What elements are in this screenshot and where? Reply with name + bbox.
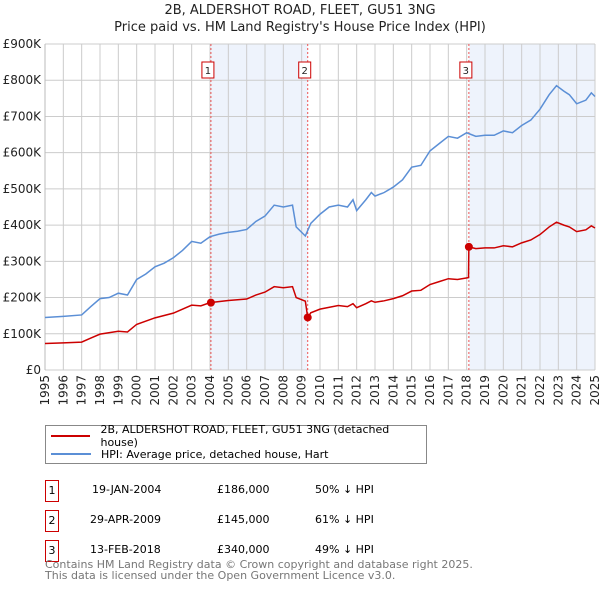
x-tick-label: 2004 bbox=[203, 375, 217, 406]
transaction-number-badge: 1 bbox=[45, 480, 59, 502]
series-line bbox=[44, 84, 596, 319]
x-tick-label: 2015 bbox=[405, 375, 419, 406]
x-tick-label: 2006 bbox=[240, 375, 254, 406]
x-tick-label: 1995 bbox=[38, 375, 52, 406]
transaction-date: 29-APR-2009 bbox=[90, 513, 162, 526]
legend-label-property: 2B, ALDERSHOT ROAD, FLEET, GU51 3NG (det… bbox=[100, 423, 390, 449]
x-tick-label: 2009 bbox=[295, 375, 309, 406]
x-tick-label: 1999 bbox=[111, 375, 125, 406]
x-tick-label: 2001 bbox=[148, 375, 162, 406]
legend-label-hpi: HPI: Average price, detached house, Hart bbox=[101, 447, 329, 461]
y-tick-label: £0 bbox=[26, 363, 41, 377]
footer-licence: This data is licensed under the Open Gov… bbox=[45, 569, 396, 582]
sale-marker-box bbox=[298, 61, 312, 79]
y-tick-label: £700K bbox=[3, 109, 43, 123]
sale-point bbox=[206, 298, 215, 307]
legend-item-hpi: HPI: Average price, detached house, Hart bbox=[51, 447, 328, 461]
transaction-date: 13-FEB-2018 bbox=[90, 543, 161, 556]
x-tick-label: 2020 bbox=[496, 375, 510, 406]
legend: 2B, ALDERSHOT ROAD, FLEET, GU51 3NG (det… bbox=[45, 423, 427, 464]
chart-title: 2B, ALDERSHOT ROAD, FLEET, GU51 3NG bbox=[164, 3, 436, 18]
x-tick-label: 2018 bbox=[460, 375, 474, 406]
transaction-price: £340,000 bbox=[217, 543, 270, 556]
shaded-period bbox=[468, 44, 595, 370]
x-tick-label: 2025 bbox=[588, 375, 600, 406]
x-tick-label: 1998 bbox=[93, 375, 107, 406]
y-tick-label: £300K bbox=[3, 254, 43, 268]
transaction-hpi-diff: 61% ↓ HPI bbox=[315, 513, 374, 526]
transaction-hpi-diff: 49% ↓ HPI bbox=[315, 543, 374, 556]
transaction-number-badge: 2 bbox=[45, 510, 59, 532]
transaction-row: 3 13-FEB-2018 £340,000 49% ↓ HPI bbox=[45, 540, 445, 562]
x-tick-label: 2021 bbox=[515, 375, 529, 406]
y-tick-label: £600K bbox=[3, 146, 43, 160]
x-tick-label: 2014 bbox=[386, 375, 400, 406]
series-line bbox=[44, 221, 596, 345]
x-tick-label: 2012 bbox=[350, 375, 364, 406]
x-tick-label: 2011 bbox=[331, 375, 345, 406]
y-tick-label: £900K bbox=[3, 37, 43, 51]
y-tick-label: £400K bbox=[3, 218, 43, 232]
price-chart: £0 £100K £200K £300K £400K £500K £600K £700K £80… bbox=[3, 37, 600, 406]
sale-marker-box bbox=[201, 61, 215, 79]
x-tick-label: 2007 bbox=[258, 375, 272, 406]
blue-line-swatch bbox=[51, 453, 91, 455]
footer-copyright: Contains HM Land Registry data © Crown c… bbox=[45, 558, 473, 571]
x-tick-label: 2013 bbox=[368, 375, 382, 406]
sale-marker-label: 1 bbox=[205, 66, 211, 77]
x-tick-label: 2016 bbox=[423, 375, 437, 406]
y-tick-label: £800K bbox=[3, 73, 43, 87]
sale-marker-box bbox=[459, 61, 473, 79]
x-tick-label: 2010 bbox=[313, 375, 327, 406]
x-tick-label: 1997 bbox=[75, 375, 89, 406]
y-tick-label: £200K bbox=[3, 291, 43, 305]
transaction-hpi-diff: 50% ↓ HPI bbox=[315, 483, 374, 496]
x-tick-label: 2002 bbox=[166, 375, 180, 406]
x-tick-label: 2022 bbox=[533, 375, 547, 406]
y-tick-label: £100K bbox=[3, 327, 43, 341]
x-tick-label: 2000 bbox=[130, 375, 144, 406]
sale-marker-label: 3 bbox=[463, 66, 469, 77]
red-line-swatch bbox=[51, 435, 91, 437]
x-tick-label: 2024 bbox=[570, 375, 584, 406]
shaded-period bbox=[210, 44, 308, 370]
sale-point bbox=[464, 242, 473, 251]
sale-point bbox=[303, 313, 312, 322]
chart-subtitle: Price paid vs. HM Land Registry's House … bbox=[114, 20, 486, 35]
x-tick-label: 2003 bbox=[185, 375, 199, 406]
sale-marker-label: 2 bbox=[302, 66, 308, 77]
x-tick-label: 2023 bbox=[551, 375, 565, 406]
x-tick-label: 2019 bbox=[478, 375, 492, 406]
x-tick-label: 2005 bbox=[221, 375, 235, 406]
legend-item-property: 2B, ALDERSHOT ROAD, FLEET, GU51 3NG (det… bbox=[51, 423, 426, 449]
transaction-price: £186,000 bbox=[217, 483, 270, 496]
x-tick-label: 1996 bbox=[56, 375, 70, 406]
y-tick-label: £500K bbox=[3, 182, 43, 196]
x-tick-label: 2008 bbox=[276, 375, 290, 406]
transaction-price: £145,000 bbox=[217, 513, 270, 526]
transaction-row: 2 29-APR-2009 £145,000 61% ↓ HPI bbox=[45, 510, 445, 532]
x-tick-label: 2017 bbox=[441, 375, 455, 406]
transaction-row: 1 19-JAN-2004 £186,000 50% ↓ HPI bbox=[45, 480, 445, 502]
transaction-date: 19-JAN-2004 bbox=[92, 483, 162, 496]
transaction-number-badge: 3 bbox=[45, 540, 59, 562]
